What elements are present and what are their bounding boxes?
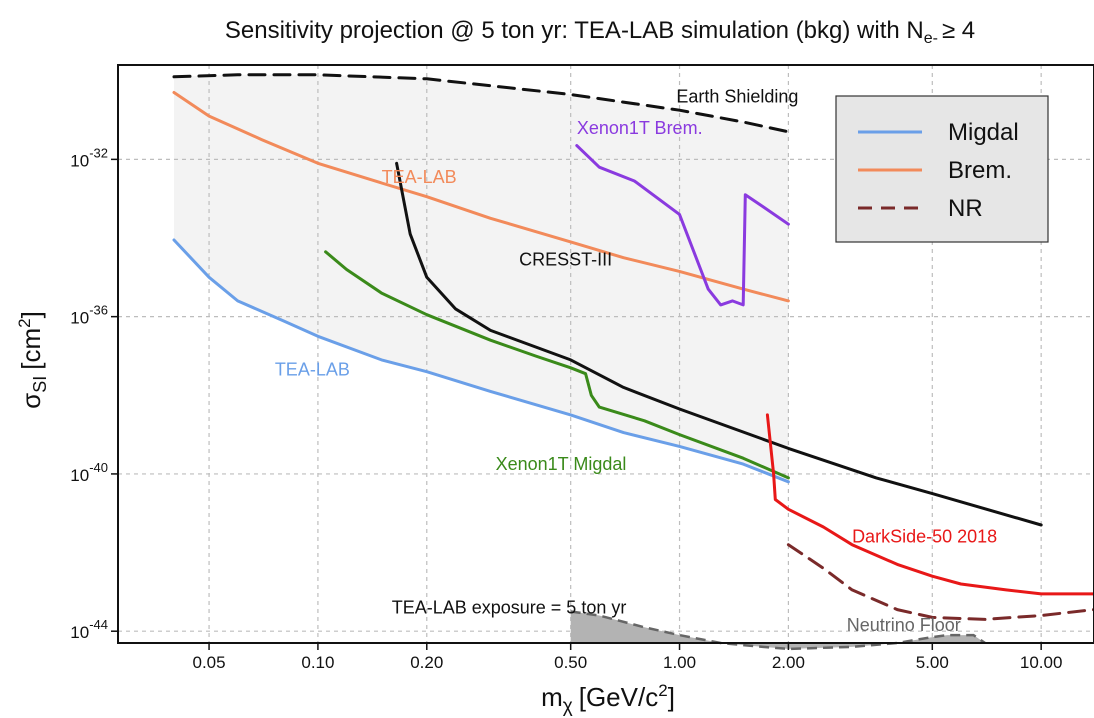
legend: Migdal Brem. NR (836, 96, 1048, 242)
x-axis-label-unit: [GeV/c (579, 682, 658, 712)
y-axis-label: σSI [cm2] (15, 311, 50, 409)
y-tick-label: 10-40 (70, 460, 108, 485)
x-tick-label: 5.00 (916, 653, 949, 672)
cresst-iii-label: CRESST-III (519, 250, 612, 270)
xenon1t-migdal-label: Xenon1T Migdal (496, 454, 627, 474)
xenon1t-brem-label: Xenon1T Brem. (577, 118, 703, 138)
exposure-label: TEA-LAB exposure = 5 ton yr (392, 598, 627, 618)
x-tick-label: 0.10 (301, 653, 334, 672)
x-tick-label: 0.05 (193, 653, 226, 672)
neutrino-floor-label: Neutrino Floor (847, 615, 961, 635)
chart-title-main: Sensitivity projection @ 5 ton yr: TEA-L… (225, 17, 924, 44)
x-axis-label: mχ [GeV/c2] (541, 681, 675, 717)
x-tick-label: 2.00 (772, 653, 805, 672)
legend-label: Migdal (948, 119, 1019, 146)
legend-label: Brem. (948, 157, 1012, 184)
x-axis-label-sup: 2 (658, 681, 667, 700)
y-axis-label-close: ] (16, 311, 46, 318)
y-axis-ticks: 10-32 10-36 10-40 10-44 (70, 145, 118, 642)
chart-title: Sensitivity projection @ 5 ton yr: TEA-L… (225, 17, 975, 47)
x-axis-ticks: 0.05 0.10 0.20 0.50 1.00 2.00 5.00 10.00 (193, 643, 1063, 672)
x-axis-label-main: m (541, 682, 563, 712)
y-tick-label: 10-32 (70, 145, 108, 170)
x-tick-label: 1.00 (663, 653, 696, 672)
chart-title-sub: e- (924, 30, 938, 47)
tea-lab-migdal-label: TEA-LAB (275, 360, 350, 380)
chart-title-suffix: ≥ 4 (942, 17, 975, 44)
y-tick-label: 10-44 (70, 617, 108, 642)
earth-shielding-label: Earth Shielding (676, 86, 798, 106)
x-tick-label: 0.50 (554, 653, 587, 672)
y-axis-label-main: σ (16, 393, 46, 409)
y-axis-label-sup: 2 (15, 318, 34, 327)
legend-label: NR (948, 195, 983, 222)
y-axis-label-unit: [cm (16, 328, 46, 370)
x-tick-label: 0.20 (410, 653, 443, 672)
y-tick-label: 10-36 (70, 303, 108, 328)
y-axis-label-sub: SI (30, 376, 50, 393)
darkside-label: DarkSide-50 2018 (852, 527, 997, 547)
tea-lab-brem-label: TEA-LAB (382, 167, 457, 187)
x-axis-label-close: ] (668, 682, 675, 712)
x-axis-label-sub: χ (563, 696, 573, 717)
x-tick-label: 10.00 (1020, 653, 1063, 672)
